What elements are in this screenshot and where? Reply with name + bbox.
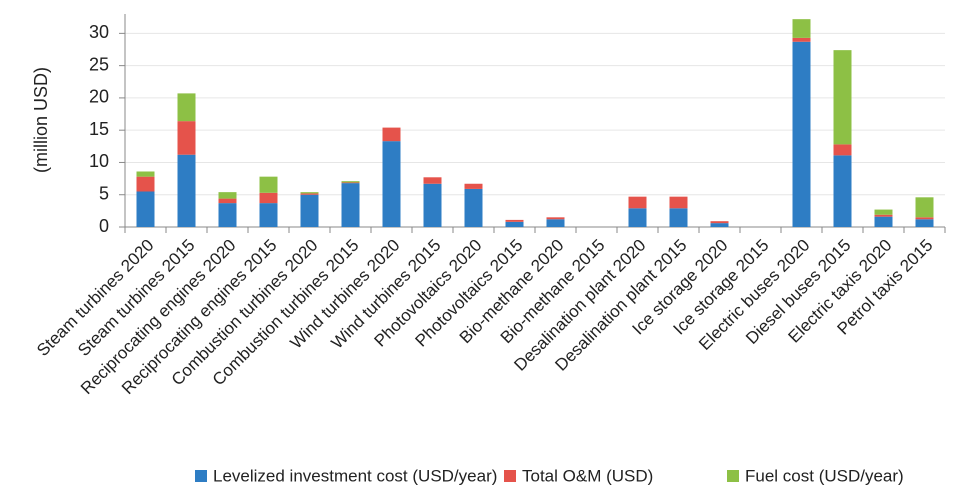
bar-segment	[177, 121, 196, 155]
bar-segment	[874, 209, 893, 215]
bar-segment	[710, 221, 729, 224]
bar-segment	[833, 144, 852, 156]
bar-segment	[300, 193, 319, 195]
bar-segment	[792, 41, 811, 227]
bar-segment	[423, 177, 442, 184]
bar-segment	[833, 155, 852, 227]
bar-segment	[423, 183, 442, 227]
bar-segment	[628, 208, 647, 227]
bar-segment	[792, 37, 811, 42]
bar-segment	[341, 183, 360, 227]
legend-label: Levelized investment cost (USD/year)	[213, 466, 497, 485]
bar-segment	[464, 188, 483, 227]
y-tick-label: 30	[89, 22, 109, 42]
y-axis-label: (million USD)	[31, 67, 51, 173]
bar-segment	[464, 183, 483, 189]
bar-segment	[833, 50, 852, 145]
bar-segment	[177, 154, 196, 227]
bar-segment	[218, 198, 237, 204]
bar-segment	[259, 192, 278, 204]
bar-segment	[628, 196, 647, 209]
bar-segment	[218, 192, 237, 199]
bar-segment	[382, 141, 401, 227]
bar-segment	[669, 196, 688, 209]
bar-segment	[915, 197, 934, 218]
bar-segment	[710, 223, 729, 227]
bar-segment	[136, 191, 155, 227]
bar-segment	[259, 203, 278, 227]
bar-segment	[874, 216, 893, 227]
legend-swatch	[727, 470, 739, 482]
legend-swatch	[504, 470, 516, 482]
y-tick-label: 10	[89, 151, 109, 171]
y-tick-label: 25	[89, 54, 109, 74]
legend-label: Fuel cost (USD/year)	[745, 466, 904, 485]
bar-segment	[218, 203, 237, 227]
bar-segment	[874, 214, 893, 217]
bar-segment	[505, 221, 524, 227]
bar-segment	[177, 93, 196, 122]
legend-label: Total O&M (USD)	[522, 466, 653, 485]
bar-segment	[136, 171, 155, 177]
legend-swatch	[195, 470, 207, 482]
bar-segment	[259, 176, 278, 193]
bar-segment	[669, 208, 688, 227]
bar-segment	[915, 217, 934, 220]
bar-segment	[300, 192, 319, 194]
bar-segment	[136, 176, 155, 192]
bar-segment	[546, 219, 565, 227]
bar-segment	[382, 127, 401, 142]
bar-segment	[341, 182, 360, 184]
bar-segment	[341, 181, 360, 183]
bar-segment	[505, 219, 524, 222]
y-tick-label: 20	[89, 87, 109, 107]
bar-segment	[915, 219, 934, 227]
y-tick-label: 5	[99, 183, 109, 203]
bar-segment	[300, 194, 319, 227]
y-tick-label: 15	[89, 119, 109, 139]
y-tick-label: 0	[99, 216, 109, 236]
bar-segment	[792, 19, 811, 38]
bar-segment	[546, 217, 565, 220]
